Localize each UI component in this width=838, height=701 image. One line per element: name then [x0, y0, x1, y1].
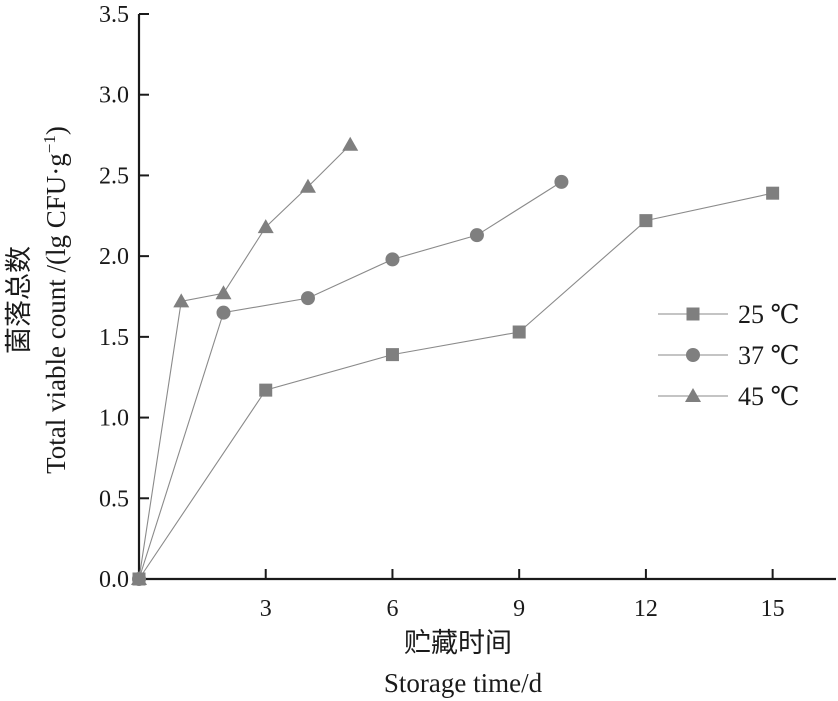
y-tick-label: 1.5 — [99, 325, 129, 351]
x-axis-title-en: Storage time/d — [384, 668, 543, 698]
y-axis-title-en-sup: −1 — [40, 135, 59, 153]
y-tick-label: 3.0 — [99, 83, 129, 109]
series-triangle — [131, 136, 359, 585]
y-tick-label: 3.5 — [99, 2, 129, 28]
y-tick-label: 2.5 — [99, 163, 129, 189]
x-tick-label: 6 — [386, 596, 398, 622]
legend-entry: 37 ℃ — [658, 341, 800, 370]
data-point — [215, 285, 232, 300]
series-square — [132, 186, 780, 586]
series-line — [138, 192, 773, 580]
series-circle — [132, 174, 569, 586]
y-tick-label: 0.0 — [99, 567, 129, 593]
data-point — [512, 325, 526, 339]
data-point — [554, 174, 569, 189]
data-point — [131, 571, 147, 585]
y-tick-label: 0.5 — [99, 486, 129, 512]
data-point — [216, 305, 231, 320]
x-tick-label: 9 — [513, 596, 525, 622]
x-tick-label: 15 — [761, 596, 785, 622]
legend: 25 ℃ 37 ℃ 45 ℃ — [658, 300, 800, 411]
y-tick-label: 1.0 — [99, 406, 129, 432]
axes — [137, 14, 836, 581]
x-tick-label: 3 — [260, 596, 272, 622]
x-axis-title-cn: 贮藏时间 — [404, 628, 512, 658]
legend-marker — [686, 348, 700, 362]
series-layer — [131, 136, 780, 586]
y-axis-title-cn: 菌落总数 — [4, 246, 34, 354]
data-point — [259, 383, 273, 397]
data-point — [173, 293, 190, 308]
data-point — [342, 136, 359, 151]
y-tick-label: 2.0 — [99, 244, 129, 270]
legend-marker — [686, 307, 700, 321]
legend-label: 37 ℃ — [738, 341, 800, 370]
data-point — [385, 252, 400, 267]
legend-entry: 25 ℃ — [658, 300, 800, 329]
legend-marker — [685, 388, 701, 402]
y-axis-title-en-main: Total viable count /(lg CFU·g — [41, 153, 71, 474]
legend-entry: 45 ℃ — [658, 382, 800, 411]
series-line — [138, 144, 351, 580]
legend-label: 45 ℃ — [738, 382, 800, 411]
axis-ticks: 0.0 0.5 1.0 1.5 2.0 2.5 3.0 3.5 3 6 9 12 15 — [99, 2, 785, 622]
y-axis-title-en-close: ) — [41, 126, 71, 135]
data-point — [469, 228, 484, 243]
data-point — [300, 291, 315, 306]
x-tick-label: 12 — [634, 596, 658, 622]
data-point — [257, 219, 274, 234]
data-point — [639, 214, 653, 228]
series-line — [138, 181, 562, 580]
data-point — [385, 348, 399, 362]
legend-label: 25 ℃ — [738, 300, 800, 329]
y-axis-title-en: Total viable count /(lg CFU·g−1) — [40, 126, 71, 474]
data-point — [766, 186, 780, 200]
data-point — [299, 178, 316, 193]
